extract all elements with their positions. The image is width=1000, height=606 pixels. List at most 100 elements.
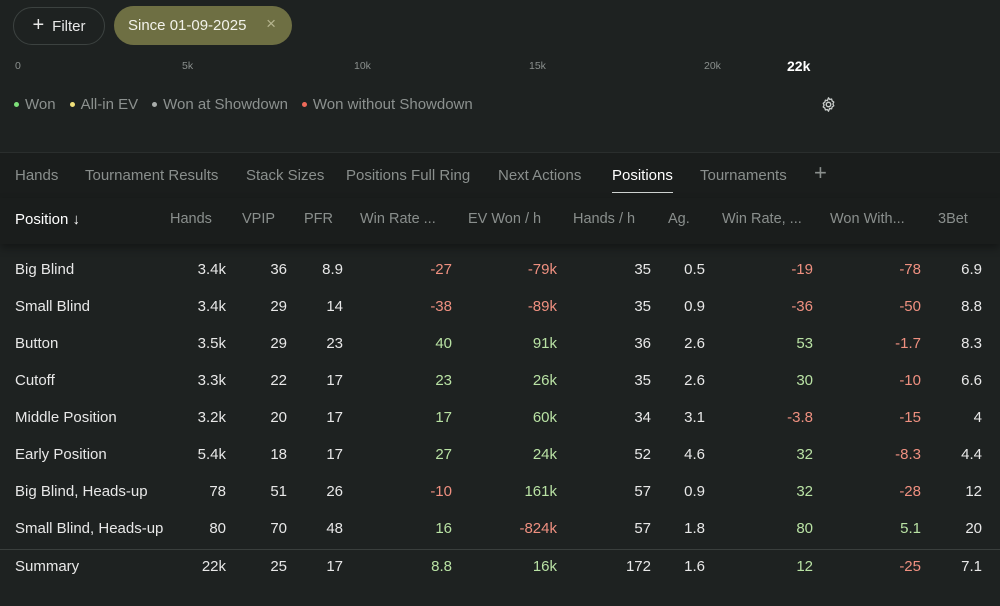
close-icon[interactable]: × bbox=[266, 14, 276, 33]
cell-win-rate: 80 bbox=[796, 520, 813, 537]
cell-3bet: 8.3 bbox=[961, 335, 982, 352]
cell-pfr: 26 bbox=[326, 483, 343, 500]
cell-hands-h: 35 bbox=[634, 298, 651, 315]
position-name: Summary bbox=[15, 558, 80, 575]
table-row[interactable]: Middle Position 3.2k 20 17 17 60k 34 3.1 -3.8 -15… bbox=[0, 400, 1000, 437]
cell-ag: 3.1 bbox=[684, 409, 705, 426]
table-row[interactable]: Small Blind 3.4k 29 14 -38 -89k 35 0.9 -36 -50 8.8 bbox=[0, 289, 1000, 326]
legend-item-all-in-ev[interactable]: All-in EV bbox=[69, 96, 138, 113]
tab-tournaments[interactable]: Tournaments bbox=[700, 167, 787, 184]
axis-tick: 20k bbox=[704, 60, 721, 72]
table-row[interactable]: Big Blind 3.4k 36 8.9 -27 -79k 35 0.5 -19 -78 6.9 bbox=[0, 252, 1000, 289]
table-row[interactable]: Button 3.5k 29 23 40 91k 36 2.6 53 -1.7 8.3 bbox=[0, 326, 1000, 363]
column-header-aggression[interactable]: Ag. bbox=[668, 211, 690, 227]
cell-ag: 4.6 bbox=[684, 446, 705, 463]
table-row[interactable]: Big Blind, Heads-up 78 51 26 -10 161k 57 0.9 32 -… bbox=[0, 474, 1000, 511]
column-header-hands-per-hour[interactable]: Hands / h bbox=[573, 211, 636, 227]
cell-win-rate: 16 bbox=[435, 520, 452, 537]
filter-button[interactable]: + Filter bbox=[13, 7, 105, 45]
cell-ag: 0.9 bbox=[684, 298, 705, 315]
plus-icon: + bbox=[32, 14, 45, 36]
cell-hands-h: 34 bbox=[634, 409, 651, 426]
axis-tick: 10k bbox=[354, 60, 371, 72]
cell-ev-won-h: -824k bbox=[519, 520, 557, 537]
column-header-vpip[interactable]: VPIP bbox=[242, 211, 276, 227]
axis-tick-current: 22k bbox=[787, 58, 811, 74]
column-header-win-rate-2[interactable]: Win Rate, ... bbox=[722, 211, 802, 227]
cell-pfr: 23 bbox=[326, 335, 343, 352]
tab-tournament-results[interactable]: Tournament Results bbox=[85, 167, 219, 184]
column-header-position[interactable]: Position ↓ bbox=[15, 211, 81, 228]
tab-positions-full-ring[interactable]: Positions Full Ring bbox=[346, 167, 471, 184]
cell-win-rate: 40 bbox=[435, 335, 452, 352]
cell-ag: 0.5 bbox=[684, 261, 705, 278]
cell-win-rate: -19 bbox=[791, 261, 813, 278]
add-tab-button[interactable]: + bbox=[814, 160, 827, 185]
cell-hands-h: 36 bbox=[634, 335, 651, 352]
cell-hands-h: 57 bbox=[634, 483, 651, 500]
tab-hands[interactable]: Hands bbox=[15, 167, 59, 184]
table-row[interactable]: Cutoff 3.3k 22 17 23 26k 35 2.6 30 -10 6.6 bbox=[0, 363, 1000, 400]
cell-hands-h: 35 bbox=[634, 372, 651, 389]
cell-vpip: 18 bbox=[270, 446, 287, 463]
tab-positions[interactable]: Positions bbox=[612, 167, 673, 193]
cell-ag: 2.6 bbox=[684, 372, 705, 389]
cell-hands-h: 52 bbox=[634, 446, 651, 463]
legend-item-won-without-showdown[interactable]: Won without Showdown bbox=[301, 96, 473, 113]
legend-item-won-at-showdown[interactable]: Won at Showdown bbox=[152, 96, 288, 113]
cell-ag: 2.6 bbox=[684, 335, 705, 352]
column-header-ev-won[interactable]: EV Won / h bbox=[468, 211, 542, 227]
cell-3bet: 12 bbox=[965, 483, 982, 500]
chart-area: + Filter Since 01-09-2025 × 0 5k 10k 15k… bbox=[0, 0, 1000, 152]
position-name: Middle Position bbox=[15, 409, 117, 426]
cell-win-rate: 23 bbox=[435, 372, 452, 389]
cell-ev-won-h: 16k bbox=[532, 558, 557, 575]
cell-win-rate: 32 bbox=[796, 483, 813, 500]
cell-win-rate: -27 bbox=[430, 261, 452, 278]
table-row[interactable]: Small Blind, Heads-up 80 70 48 16 -824k 57 1.8 8… bbox=[0, 511, 1000, 548]
position-name: Button bbox=[15, 335, 59, 352]
cell-hands: 3.4k bbox=[197, 261, 226, 278]
column-header-pfr[interactable]: PFR bbox=[304, 211, 333, 227]
column-header-win-rate[interactable]: Win Rate ... bbox=[360, 211, 436, 227]
table-row[interactable]: Early Position 5.4k 18 17 27 24k 52 4.6 32 -8.3 4.… bbox=[0, 437, 1000, 474]
position-name: Cutoff bbox=[15, 372, 55, 389]
cell-vpip: 70 bbox=[270, 520, 287, 537]
axis-tick: 15k bbox=[529, 60, 546, 72]
date-filter-chip[interactable]: Since 01-09-2025 × bbox=[114, 6, 292, 45]
cell-ag: 0.9 bbox=[684, 483, 705, 500]
cell-hands: 3.2k bbox=[197, 409, 226, 426]
column-header-3bet[interactable]: 3Bet bbox=[938, 211, 968, 227]
legend-item-won[interactable]: Won bbox=[14, 96, 56, 113]
cell-ev-won-h: -89k bbox=[527, 298, 557, 315]
legend-label: Won without Showdown bbox=[312, 96, 473, 113]
tab-stack-sizes[interactable]: Stack Sizes bbox=[246, 167, 325, 184]
position-name: Small Blind, Heads-up bbox=[15, 520, 164, 537]
cell-3bet: 4.4 bbox=[961, 446, 982, 463]
cell-3bet: 6.6 bbox=[961, 372, 982, 389]
column-header-won-with[interactable]: Won With... bbox=[830, 211, 905, 227]
summary-row[interactable]: Summary 22k 25 17 8.8 16k 172 1.6 12 -25 7.1 bbox=[0, 549, 1000, 586]
cell-vpip: 36 bbox=[270, 261, 287, 278]
cell-won-with: -78 bbox=[899, 261, 921, 278]
cell-hands-h: 35 bbox=[634, 261, 651, 278]
cell-ev-won-h: -79k bbox=[527, 261, 557, 278]
cell-won-with: -25 bbox=[899, 558, 921, 575]
cell-won-with: -50 bbox=[899, 298, 921, 315]
cell-ev-won-h: 24k bbox=[532, 446, 557, 463]
cell-vpip: 25 bbox=[270, 558, 287, 575]
cell-3bet: 20 bbox=[965, 520, 982, 537]
cell-ag: 1.6 bbox=[684, 558, 705, 575]
cell-hands: 78 bbox=[209, 483, 226, 500]
cell-hands: 80 bbox=[209, 520, 226, 537]
cell-hands: 3.4k bbox=[197, 298, 226, 315]
cell-pfr: 14 bbox=[326, 298, 343, 315]
gear-icon[interactable] bbox=[820, 96, 837, 113]
tab-next-actions[interactable]: Next Actions bbox=[498, 167, 582, 184]
cell-win-rate: -10 bbox=[430, 483, 452, 500]
cell-win-rate: 17 bbox=[435, 409, 452, 426]
cell-won-with: -1.7 bbox=[895, 335, 921, 352]
column-header-hands[interactable]: Hands bbox=[170, 211, 212, 227]
cell-win-rate: 12 bbox=[796, 558, 813, 575]
table-header: Position ↓ Hands VPIP PFR Win Rate ... E… bbox=[0, 198, 1000, 244]
